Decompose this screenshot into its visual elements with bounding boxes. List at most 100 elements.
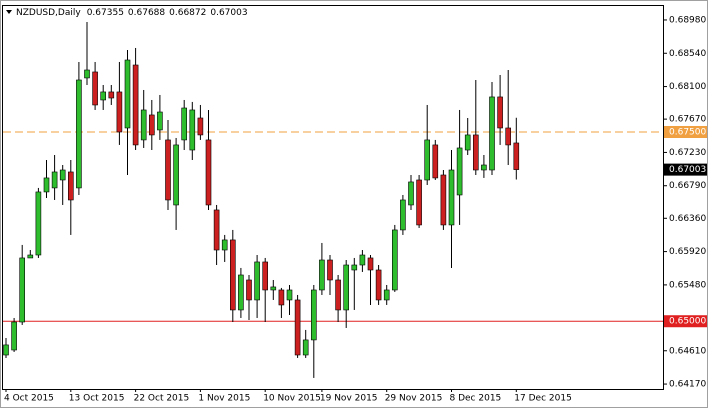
candle-body <box>3 344 9 356</box>
header-close: 0.67003 <box>210 8 247 18</box>
y-tick-label: 0.66360 <box>669 214 706 224</box>
x-tick-label: 17 Dec 2015 <box>514 394 572 404</box>
candle-body <box>489 96 495 171</box>
candle-body <box>310 289 317 341</box>
candle-body <box>181 107 187 141</box>
level-tag <box>664 125 707 138</box>
candle-body <box>262 261 269 291</box>
y-tick-label: 0.67670 <box>669 115 706 125</box>
candle-body <box>149 114 155 136</box>
candle-body <box>100 91 106 101</box>
chart-header: NZDUSD,Daily 0.67355 0.67688 0.66872 0.67003 <box>16 8 248 18</box>
candle-body <box>335 279 341 311</box>
candle-body <box>213 209 220 251</box>
price-tag <box>664 163 707 176</box>
candle-body <box>140 109 147 141</box>
y-tick-label: 0.65480 <box>669 280 706 290</box>
x-tick-label: 10 Nov 2015 <box>263 394 321 404</box>
menu-arrow[interactable] <box>6 10 12 14</box>
candle-body <box>35 191 42 256</box>
candle-body <box>238 274 244 311</box>
candle-body <box>165 139 171 201</box>
candle-body <box>197 117 204 136</box>
candle-body <box>464 134 471 151</box>
x-tick-label: 1 Nov 2015 <box>198 394 250 404</box>
candle-body <box>221 239 228 251</box>
candle-body <box>448 169 455 226</box>
candle-body <box>270 286 277 291</box>
candle-body <box>124 59 131 129</box>
candle-body <box>19 257 26 323</box>
x-tick-label: 13 Oct 2015 <box>69 394 125 404</box>
candle-body <box>456 147 463 196</box>
candle-body <box>343 264 350 311</box>
candle-body <box>92 71 98 106</box>
x-tick-label: 8 Dec 2015 <box>450 394 502 404</box>
header-low: 0.66872 <box>169 8 206 18</box>
candle-body <box>43 177 50 193</box>
y-tick-label: 0.68100 <box>669 82 706 92</box>
y-tick-label: 0.64170 <box>669 380 706 390</box>
candle-body <box>254 261 260 301</box>
header-high: 0.67688 <box>128 8 165 18</box>
candle-body <box>11 321 17 351</box>
candle-body <box>294 299 301 356</box>
candle-body <box>59 169 66 181</box>
candle-body <box>108 91 115 99</box>
level-label: 0.65000 <box>669 317 706 327</box>
candle-body <box>205 139 212 206</box>
candle-body <box>513 142 520 170</box>
candle-body <box>408 181 414 206</box>
symbol: NZDUSD,Daily <box>16 8 81 18</box>
x-tick-label: 29 Nov 2015 <box>385 394 443 404</box>
candle-body <box>68 171 74 201</box>
level-tag <box>664 315 707 328</box>
y-tick-label: 0.65920 <box>669 247 706 257</box>
candle-body <box>432 144 439 179</box>
y-tick-label: 0.67230 <box>669 148 706 158</box>
plot-frame <box>2 5 664 390</box>
candle-body <box>302 339 309 356</box>
candle-body <box>84 69 90 79</box>
y-tick-label: 0.68980 <box>669 15 706 25</box>
candle-body <box>286 289 293 301</box>
candle-body <box>359 254 366 266</box>
y-tick-label: 0.66790 <box>669 181 706 191</box>
candle-body <box>173 144 179 206</box>
candle-body <box>230 239 236 311</box>
price-tag-label: 0.67003 <box>669 165 706 175</box>
candle-body <box>391 229 398 291</box>
candle-body <box>189 109 196 151</box>
candle-body <box>51 171 58 189</box>
candle-body <box>383 289 390 301</box>
candle-body <box>481 164 487 171</box>
candle-body <box>76 79 82 189</box>
candle-body <box>351 264 358 271</box>
level-label: 0.67500 <box>669 127 706 137</box>
candle-body <box>416 179 422 226</box>
candle-body <box>116 91 123 133</box>
candle-body <box>246 279 252 301</box>
candle-body <box>157 111 163 131</box>
y-tick-label: 0.64610 <box>669 346 706 356</box>
x-tick-label: 4 Oct 2015 <box>4 394 54 404</box>
candle-body <box>375 269 382 301</box>
y-tick-label: 0.68540 <box>669 49 706 59</box>
candle-body <box>319 259 325 291</box>
candle-body <box>472 134 479 171</box>
candle-body <box>367 257 374 271</box>
x-tick-label: 19 Nov 2015 <box>320 394 378 404</box>
candle-body <box>505 127 512 146</box>
candle-body <box>327 259 333 281</box>
header-open: 0.67355 <box>87 8 124 18</box>
candle-body <box>497 96 503 129</box>
candle-body <box>424 139 431 181</box>
candle-body <box>132 64 139 146</box>
candle-body <box>27 254 34 259</box>
x-tick-label: 22 Oct 2015 <box>134 394 190 404</box>
candle-body <box>278 289 285 306</box>
candle-body <box>400 199 406 231</box>
